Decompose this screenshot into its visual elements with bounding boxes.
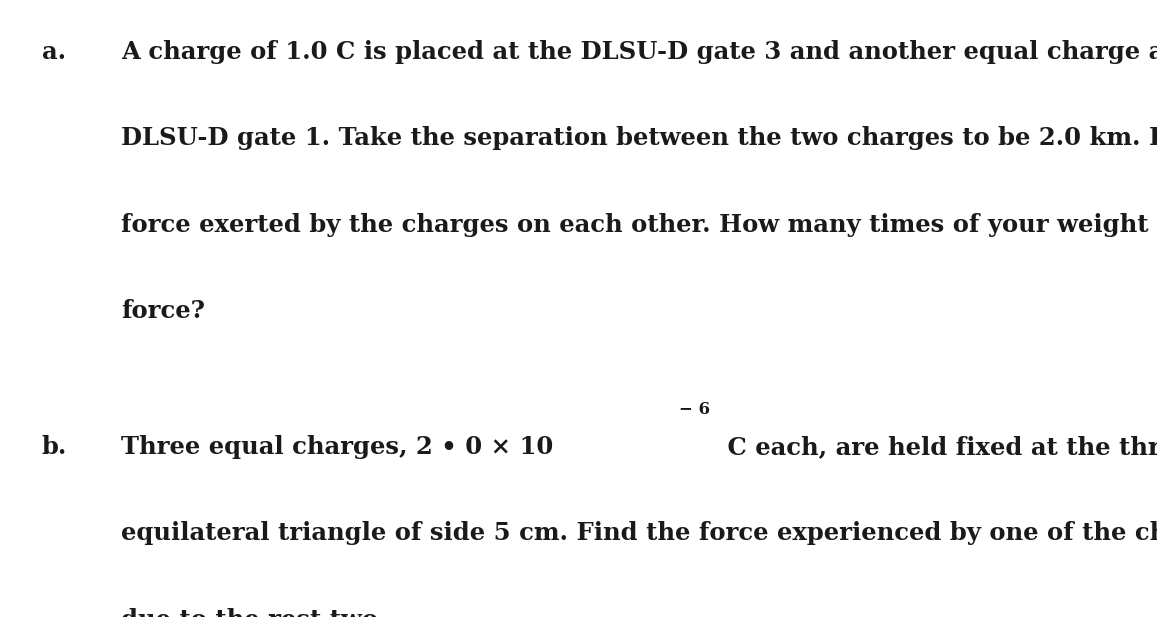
Text: A charge of 1.0 C is placed at the DLSU-D gate 3 and another equal charge at the: A charge of 1.0 C is placed at the DLSU-…	[121, 40, 1157, 64]
Text: Three equal charges, 2 • 0 × 10: Three equal charges, 2 • 0 × 10	[121, 435, 554, 459]
Text: C each, are held fixed at the three corners of an: C each, are held fixed at the three corn…	[720, 435, 1157, 459]
Text: a.: a.	[42, 40, 66, 64]
Text: force?: force?	[121, 299, 206, 323]
Text: DLSU-D gate 1. Take the separation between the two charges to be 2.0 km. Find th: DLSU-D gate 1. Take the separation betwe…	[121, 126, 1157, 151]
Text: equilateral triangle of side 5 cm. Find the force experienced by one of the char: equilateral triangle of side 5 cm. Find …	[121, 521, 1157, 545]
Text: due to the rest two.: due to the rest two.	[121, 608, 386, 617]
Text: b.: b.	[42, 435, 67, 459]
Text: force exerted by the charges on each other. How many times of your weight is thi: force exerted by the charges on each oth…	[121, 213, 1157, 237]
Text: − 6: − 6	[679, 401, 710, 418]
